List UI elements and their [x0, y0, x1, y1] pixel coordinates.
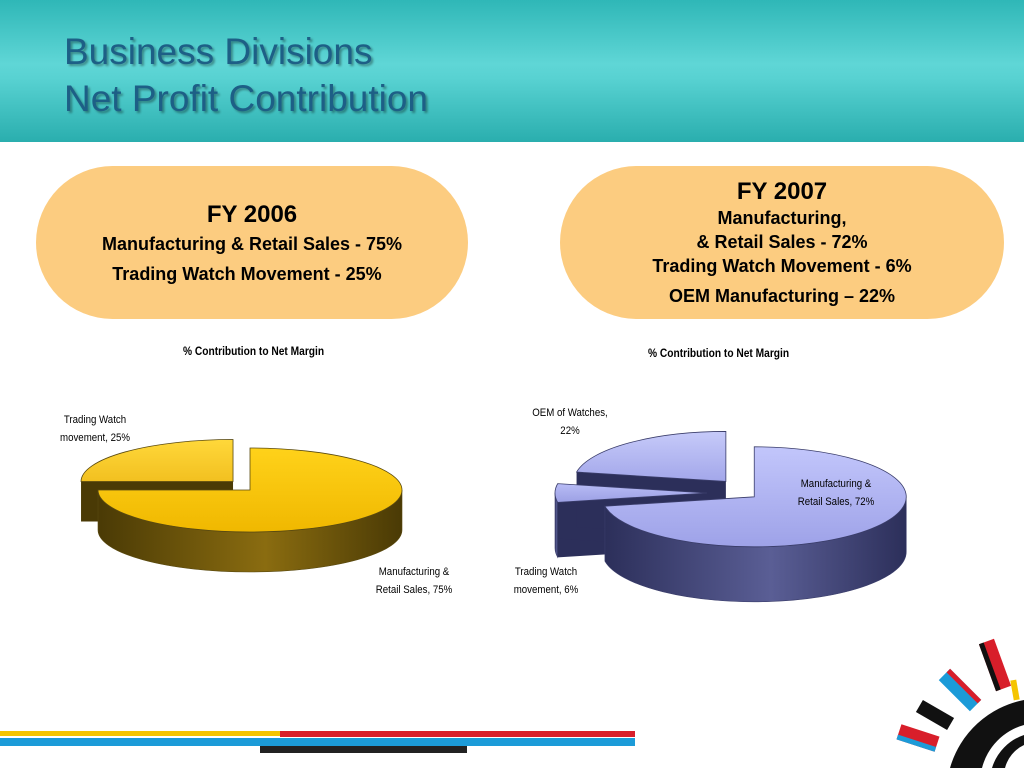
chart1-slice-manufacturing-retail-sales-top — [97, 447, 403, 533]
corner-logo-graphic — [896, 638, 1024, 768]
fy2006-heading: FY 2006 — [206, 201, 298, 228]
fy2007-heading: FY 2007 — [736, 178, 828, 205]
chart2-label-trading-line2: movement, 6% — [513, 584, 579, 596]
chart1-title: % Contribution to Net Margin — [183, 344, 325, 358]
corner-logo-inner — [1005, 745, 1024, 768]
fy2006-line2: Trading Watch Movement - 25% — [112, 264, 382, 284]
chart2-slice-oem-of-watches-top — [575, 431, 727, 482]
corner-logo-disc — [950, 700, 1024, 768]
stripe-blue — [0, 738, 635, 746]
fy2007-line1: Manufacturing, — [717, 208, 847, 228]
chart2-label-oem-line1: OEM of Watches, — [532, 407, 608, 419]
slide-title-line1: Business Divisions — [64, 31, 373, 72]
fy2006-line1: Manufacturing & Retail Sales - 75% — [101, 234, 403, 254]
chart1-label-manufacturing: Manufacturing & Retail Sales, 75% — [366, 563, 461, 599]
chart1-label-trading-line1: Trading Watch — [63, 414, 127, 426]
fy2007-line3: Trading Watch Movement - 6% — [652, 256, 912, 276]
chart2-label-manufacturing: Manufacturing & Retail Sales, 72% — [794, 475, 878, 511]
logo-bar-5 — [1010, 679, 1020, 701]
header-banner: Business Divisions Net Profit Contributi… — [0, 0, 1024, 142]
chart2-label-trading: Trading Watch movement, 6% — [507, 563, 584, 599]
chart1-label-manufacturing-line1: Manufacturing & — [378, 566, 450, 578]
slide-title-line2: Net Profit Contribution — [64, 78, 429, 119]
stripe-dark — [260, 746, 467, 753]
fy2006-summary-box: FY 2006 Manufacturing & Retail Sales - 7… — [36, 166, 468, 319]
corner-logo-ring — [982, 725, 1024, 768]
stripe-yellow — [0, 731, 290, 736]
logo-bar-3 — [915, 699, 955, 731]
chart1-slice-trading-watch-movement-top — [80, 439, 234, 482]
chart2-slice-trading-watch-movement-top — [554, 483, 708, 503]
fy2007-summary-box: FY 2007 Manufacturing, & Retail Sales - … — [560, 166, 1004, 319]
chart2-title: % Contribution to Net Margin — [648, 346, 790, 360]
chart2-label-manufacturing-line2: Retail Sales, 72% — [797, 496, 875, 508]
fy2007-line2: & Retail Sales - 72% — [696, 232, 868, 252]
chart2-label-manufacturing-line1: Manufacturing & — [800, 478, 872, 490]
chart1-label-trading-line2: movement, 25% — [60, 432, 130, 444]
chart2-label-trading-line1: Trading Watch — [514, 566, 578, 578]
chart2-label-oem: OEM of Watches, 22% — [526, 404, 614, 440]
stripe-red — [280, 731, 635, 737]
chart2-label-oem-line2: 22% — [560, 425, 580, 437]
chart1-label-manufacturing-line2: Retail Sales, 75% — [375, 584, 453, 596]
logo-bar-2 — [938, 668, 982, 712]
chart1-label-trading: Trading Watch movement, 25% — [55, 411, 134, 447]
fy2007-line4: OEM Manufacturing – 22% — [668, 286, 896, 306]
chart2-slice-manufacturing-retail-sales-top — [604, 446, 907, 548]
